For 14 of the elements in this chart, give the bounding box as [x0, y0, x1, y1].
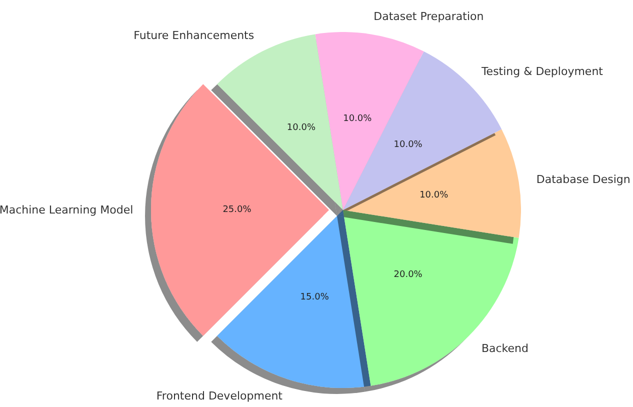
data-label: 15.0% [300, 292, 330, 302]
slice-label: Future Enhancements [134, 29, 254, 42]
slice-label: Backend [481, 342, 528, 355]
slice-label: Dataset Preparation [374, 10, 484, 24]
slice-label: Testing & Deployment [480, 65, 604, 78]
slice-label: Frontend Development [156, 390, 284, 403]
data-label: 10.0% [420, 190, 449, 201]
slice-label: Database Design [536, 172, 630, 186]
data-label: 10.0% [286, 123, 316, 134]
data-label: 25.0% [222, 205, 252, 215]
data-label: 20.0% [394, 270, 423, 280]
slice-label: Machine Learning Model [0, 204, 134, 216]
data-label: 10.0% [394, 140, 423, 150]
data-label: 10.0% [343, 114, 372, 124]
